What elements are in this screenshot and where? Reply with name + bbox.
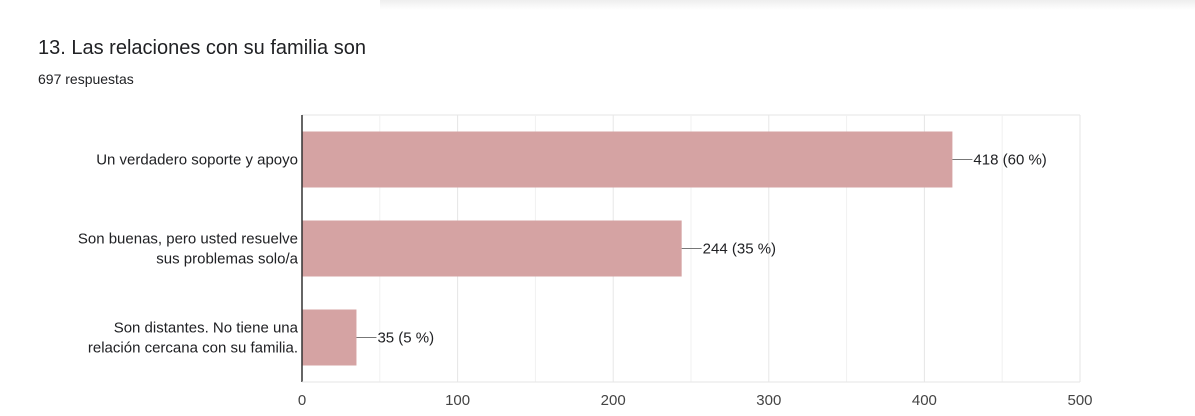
response-count: 697 respuestas [38, 71, 134, 87]
x-tick-label: 100 [445, 392, 470, 409]
x-tick-label: 300 [756, 392, 781, 409]
x-tick-label: 500 [1067, 392, 1092, 409]
value-label: 35 (5 %) [377, 330, 434, 347]
top-edge-shadow [380, 0, 1195, 10]
category-label: Son buenas, pero usted resuelve [78, 231, 298, 248]
bar [302, 220, 682, 277]
category-label: sus problemas solo/a [156, 251, 298, 268]
bar [302, 131, 953, 188]
labels: 418 (60 %) Un verdadero soporte y apoyo 24… [78, 152, 1093, 410]
category-label: Un verdadero soporte y apoyo [96, 152, 298, 169]
value-label: 244 (35 %) [703, 241, 776, 258]
x-tick-label: 400 [912, 392, 937, 409]
question-title: 13. Las relaciones con su familia son [38, 37, 366, 59]
axes [301, 115, 1080, 383]
x-tick-label: 200 [601, 392, 626, 409]
bar [302, 309, 357, 366]
bars [302, 131, 953, 366]
x-tick-label: 0 [298, 392, 306, 409]
category-label: relación cercana con su familia. [88, 340, 298, 357]
category-label: Son distantes. No tiene una [114, 320, 299, 337]
value-label: 418 (60 %) [973, 152, 1046, 169]
